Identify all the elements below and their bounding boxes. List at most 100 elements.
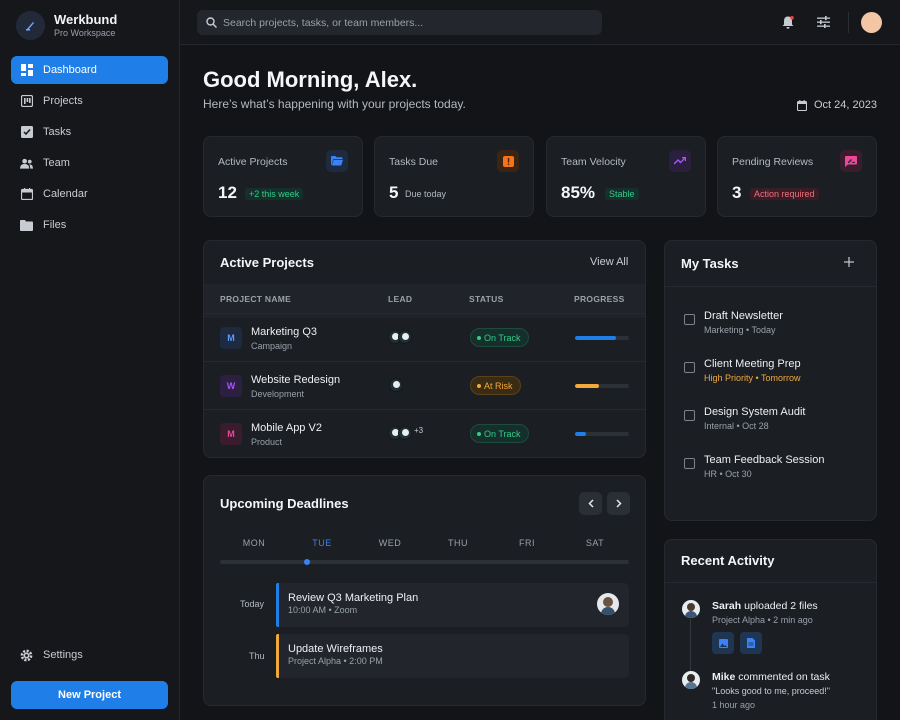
column-header-status[interactable]: STATUS (469, 294, 504, 304)
file-attachment[interactable] (740, 632, 762, 654)
recent-activity-panel (664, 539, 877, 720)
previous-week-button[interactable] (579, 492, 602, 515)
lead-avatar[interactable] (389, 378, 403, 392)
sidebar-item-calendar[interactable]: Calendar (11, 180, 168, 208)
file-attachment[interactable] (712, 632, 734, 654)
task-checkbox[interactable] (684, 410, 695, 421)
stat-card-tasks-due[interactable]: Tasks Due 5 Due today (374, 136, 534, 217)
deadline-event[interactable]: Review Q3 Marketing Plan 10:00 AM • Zoom (276, 583, 629, 627)
new-project-button[interactable]: New Project (11, 681, 168, 709)
stat-note: +2 this week (245, 188, 304, 200)
event-day-label: Thu (249, 651, 265, 661)
day-label[interactable]: FRI (519, 538, 535, 548)
activity-action: uploaded 2 files (741, 600, 818, 612)
brand-name: Werkbund (54, 12, 118, 27)
event-attendee-avatar[interactable] (597, 593, 619, 615)
day-label[interactable]: WED (378, 538, 402, 548)
rate-review-icon (840, 150, 862, 172)
view-all-link[interactable]: View All (590, 256, 629, 268)
stat-card-pending-reviews[interactable]: Pending Reviews 3 Action required (717, 136, 877, 217)
sidebar-item-label: Projects (43, 95, 83, 107)
deadline-event[interactable]: Update Wireframes Project Alpha • 2:00 P… (276, 634, 629, 678)
task-item[interactable]: Design System Audit Internal • Oct 28 (665, 403, 877, 451)
progress-bar (575, 432, 629, 436)
stat-card-active-projects[interactable]: Active Projects 12 +2 this week (203, 136, 363, 217)
column-header-lead[interactable]: LEAD (388, 294, 413, 304)
filter-settings-icon[interactable] (814, 13, 832, 31)
task-checkbox[interactable] (684, 314, 695, 325)
add-task-button[interactable] (843, 256, 855, 268)
event-day-label: Today (240, 599, 265, 609)
plus-icon (844, 257, 854, 267)
day-label[interactable]: THU (448, 538, 468, 548)
chevron-right-icon (615, 499, 622, 508)
task-checkbox[interactable] (684, 362, 695, 373)
search-bar[interactable] (197, 10, 602, 35)
task-meta: Internal • Oct 28 (704, 421, 769, 431)
column-header-progress[interactable]: PROGRESS (574, 294, 625, 304)
sidebar-item-files[interactable]: Files (11, 211, 168, 239)
sidebar-item-settings[interactable]: Settings (11, 641, 168, 669)
progress-bar (575, 336, 629, 340)
next-week-button[interactable] (607, 492, 630, 515)
day-label[interactable]: SAT (585, 538, 605, 548)
activity-meta: Project Alpha • 2 min ago (712, 615, 813, 625)
project-name: Mobile App V2 (251, 422, 322, 434)
stat-value: 5 (389, 183, 399, 202)
avatar-body (601, 607, 615, 615)
sidebar-item-team[interactable]: Team (11, 149, 168, 177)
activity-text: Mike commented on task (712, 671, 830, 683)
column-header-project-name[interactable]: PROJECT NAME (220, 294, 292, 304)
panel-title: My Tasks (681, 256, 739, 271)
task-checkbox[interactable] (684, 458, 695, 469)
activity-action: commented on task (735, 671, 830, 683)
avatar-head (603, 597, 613, 607)
stat-card-team-velocity[interactable]: Team Velocity 85% Stable (546, 136, 706, 217)
project-category: Product (251, 437, 283, 447)
notifications-icon[interactable] (779, 13, 797, 31)
search-input[interactable] (223, 16, 593, 29)
stat-label: Team Velocity (561, 156, 626, 168)
stat-label: Active Projects (218, 156, 288, 168)
task-item[interactable]: Draft Newsletter Marketing • Today (665, 307, 877, 355)
stat-value: 85% (561, 183, 596, 202)
more-leads-count[interactable]: +3 (414, 426, 424, 435)
project-category: Campaign (251, 341, 293, 351)
panel-title: Active Projects (220, 255, 314, 270)
project-initial-badge: M (220, 423, 242, 445)
current-date: Oct 24, 2023 (797, 99, 877, 111)
brand[interactable]: Werkbund Pro Workspace (16, 11, 117, 40)
settings-label: Settings (43, 649, 83, 661)
task-title: Team Feedback Session (704, 454, 825, 466)
sidebar-item-tasks[interactable]: Tasks (11, 118, 168, 146)
sidebar-item-projects[interactable]: Projects (11, 87, 168, 115)
task-meta: Marketing • Today (704, 325, 776, 335)
avatar-head (687, 603, 695, 611)
task-item[interactable]: Client Meeting Prep High Priority • Tomo… (665, 355, 877, 403)
activity-avatar[interactable] (682, 600, 700, 618)
week-timeline (220, 560, 629, 564)
progress-bar (575, 384, 629, 388)
page-subtitle: Here’s what’s happening with your projec… (203, 97, 466, 111)
table-row[interactable]: M Marketing Q3 Campaign On Track (203, 313, 646, 361)
activity-avatar[interactable] (682, 671, 700, 689)
sidebar-item-dashboard[interactable]: Dashboard (11, 56, 168, 84)
task-meta: High Priority • Tomorrow (704, 373, 801, 383)
activity-user[interactable]: Sarah (712, 600, 742, 612)
table-row[interactable]: W Website Redesign Development At Risk (203, 361, 646, 409)
project-name: Website Redesign (251, 374, 341, 386)
topbar (180, 0, 900, 45)
day-label[interactable]: MON (242, 538, 266, 548)
activity-user[interactable]: Mike (712, 671, 736, 683)
user-avatar[interactable] (861, 12, 882, 33)
lead-avatar[interactable] (398, 426, 412, 440)
stat-value: 12 (218, 183, 237, 202)
status-badge: At Risk (470, 376, 521, 395)
table-row[interactable]: M Mobile App V2 Product +3 On Track (203, 409, 646, 457)
sidebar: Werkbund Pro Workspace Dashboard Project… (0, 0, 180, 720)
task-item[interactable]: Team Feedback Session HR • Oct 30 (665, 451, 877, 499)
sidebar-item-label: Team (43, 157, 70, 169)
day-label-active[interactable]: TUE (312, 538, 332, 548)
sidebar-item-label: Tasks (43, 126, 72, 138)
lead-avatar[interactable] (398, 330, 412, 344)
